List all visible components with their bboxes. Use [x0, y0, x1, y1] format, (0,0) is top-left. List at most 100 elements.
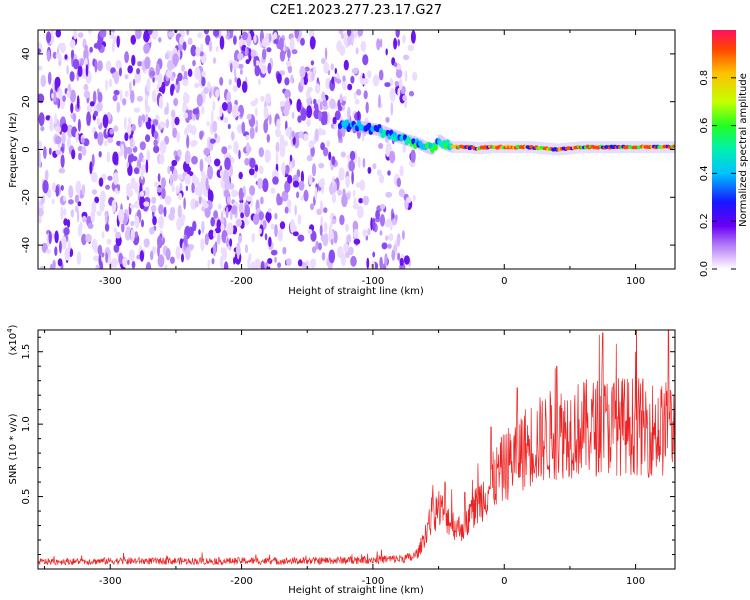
- noise-blob: [113, 125, 119, 132]
- noise-blob: [77, 185, 81, 199]
- noise-blob: [291, 111, 295, 119]
- y-tick-label: 0.5: [21, 489, 32, 505]
- noise-blob: [284, 100, 291, 112]
- noise-blob: [97, 244, 103, 256]
- noise-blob: [342, 188, 346, 198]
- noise-blob: [407, 44, 415, 52]
- noise-blob: [105, 184, 111, 190]
- noise-blob: [224, 157, 231, 171]
- noise-blob: [221, 102, 228, 111]
- noise-blob: [372, 74, 380, 87]
- noise-blob: [82, 215, 87, 223]
- noise-blob: [354, 98, 360, 105]
- noise-blob: [133, 107, 141, 113]
- noise-blob: [238, 187, 244, 201]
- noise-blob: [71, 149, 76, 160]
- noise-blob: [101, 173, 107, 181]
- noise-blob: [152, 216, 157, 226]
- noise-blob: [238, 202, 244, 215]
- noise-blob: [124, 51, 129, 64]
- noise-blob: [138, 115, 142, 128]
- noise-blob: [246, 113, 252, 120]
- noise-blob: [393, 62, 398, 68]
- x-tick-label: -300: [99, 276, 122, 287]
- noise-blob: [274, 224, 278, 238]
- noise-blob: [158, 86, 164, 93]
- spectrogram-marks: [38, 30, 418, 269]
- noise-blob: [393, 244, 398, 253]
- noise-blob: [286, 60, 292, 67]
- noise-blob: [328, 151, 332, 161]
- noise-blob: [98, 151, 102, 158]
- noise-blob: [216, 233, 221, 245]
- noise-blob: [183, 91, 189, 105]
- noise-blob: [255, 126, 258, 133]
- noise-blob: [392, 218, 396, 224]
- noise-blob: [171, 184, 175, 193]
- track-mark: [355, 125, 360, 132]
- noise-blob: [323, 221, 328, 233]
- noise-blob: [272, 176, 279, 185]
- noise-blob: [387, 243, 392, 249]
- noise-blob: [104, 211, 108, 226]
- noise-blob: [353, 91, 357, 100]
- noise-blob: [311, 71, 315, 82]
- noise-blob: [194, 200, 199, 208]
- noise-blob: [273, 39, 280, 45]
- noise-blob: [157, 75, 163, 88]
- noise-blob: [372, 251, 376, 258]
- noise-blob: [205, 200, 213, 211]
- noise-blob: [54, 125, 62, 133]
- noise-blob: [281, 190, 289, 202]
- noise-blob: [260, 95, 265, 102]
- noise-blob: [135, 217, 140, 229]
- noise-blob: [311, 163, 317, 177]
- noise-blob: [69, 71, 75, 82]
- noise-blob: [172, 127, 178, 139]
- snr-y-multiplier: (x104): [6, 324, 19, 355]
- noise-blob: [286, 258, 292, 267]
- noise-blob: [320, 142, 325, 151]
- noise-blob: [42, 194, 45, 204]
- noise-blob: [320, 115, 327, 126]
- noise-blob: [297, 234, 305, 242]
- noise-blob: [232, 85, 238, 92]
- noise-blob: [345, 175, 350, 188]
- noise-blob: [260, 260, 265, 269]
- noise-blob: [320, 234, 327, 243]
- noise-blob: [183, 112, 189, 119]
- noise-blob: [127, 259, 130, 265]
- noise-blob: [187, 37, 193, 45]
- noise-blob: [203, 147, 210, 156]
- noise-blob: [153, 130, 159, 140]
- noise-blob: [346, 234, 352, 244]
- noise-blob: [99, 260, 103, 269]
- noise-blob: [174, 84, 178, 90]
- noise-blob: [201, 70, 206, 77]
- noise-blob: [140, 171, 144, 180]
- noise-blob: [132, 78, 136, 87]
- noise-blob: [179, 36, 185, 45]
- noise-blob: [134, 200, 140, 209]
- noise-blob: [339, 93, 343, 104]
- noise-blob: [186, 134, 190, 149]
- noise-blob: [80, 58, 84, 66]
- noise-blob: [291, 130, 295, 139]
- signal-track: [337, 119, 675, 156]
- noise-blob: [307, 229, 313, 235]
- noise-blob: [214, 227, 221, 234]
- noise-blob: [306, 118, 311, 127]
- x-tick-label: 0: [501, 276, 507, 287]
- noise-blob: [297, 115, 302, 123]
- noise-blob: [223, 189, 230, 198]
- noise-blob: [357, 110, 360, 122]
- noise-blob: [145, 159, 149, 174]
- noise-blob: [124, 90, 129, 98]
- noise-blob: [396, 233, 401, 247]
- noise-blob: [334, 110, 341, 121]
- noise-blob: [45, 249, 51, 254]
- noise-blob: [267, 62, 272, 75]
- noise-blob: [376, 38, 381, 51]
- noise-blob: [183, 70, 188, 79]
- noise-blob: [349, 150, 356, 161]
